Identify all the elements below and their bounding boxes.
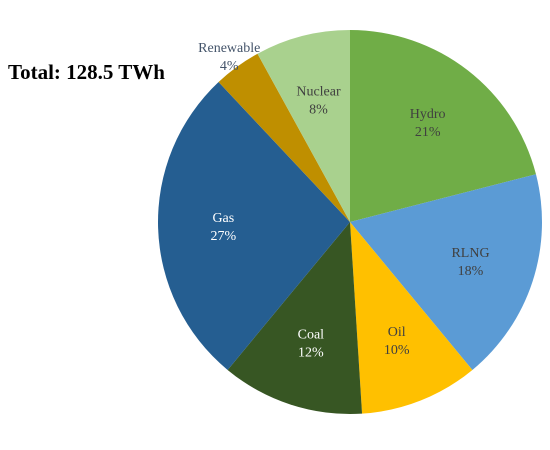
slice-label-rlng: RLNG [451, 246, 489, 261]
pie-slice-gas [158, 82, 350, 370]
pie-slice-nuclear [257, 30, 350, 222]
slice-percent-coal: 12% [298, 346, 324, 361]
slice-label-hydro: Hydro [410, 107, 446, 122]
pie-slice-rlng [350, 174, 542, 370]
pie-slice-coal [227, 222, 363, 415]
pie-slice-oil [350, 222, 473, 414]
slice-percent-gas: 27% [211, 229, 237, 244]
slice-label-nuclear: Nuclear [296, 84, 341, 99]
pie-slice-renewable [218, 53, 350, 223]
slice-percent-nuclear: 8% [309, 102, 328, 117]
slice-percent-oil: 10% [384, 343, 410, 358]
slice-label-coal: Coal [298, 328, 325, 343]
pie-slice-hydro [350, 30, 536, 222]
total-annotation: Total: 128.5 TWh [8, 60, 165, 84]
slice-percent-renewable: 4% [220, 59, 239, 74]
pie-labels: Hydro 21% RLNG 18% Oil 10% Coal 12% Gas 27% Renewa… [198, 41, 489, 361]
slice-percent-hydro: 21% [415, 125, 441, 140]
slice-label-oil: Oil [388, 325, 406, 340]
slice-label-renewable: Renewable [198, 41, 260, 56]
slice-percent-rlng: 18% [458, 264, 484, 279]
pie-slices [158, 30, 542, 415]
slice-label-gas: Gas [212, 211, 234, 226]
